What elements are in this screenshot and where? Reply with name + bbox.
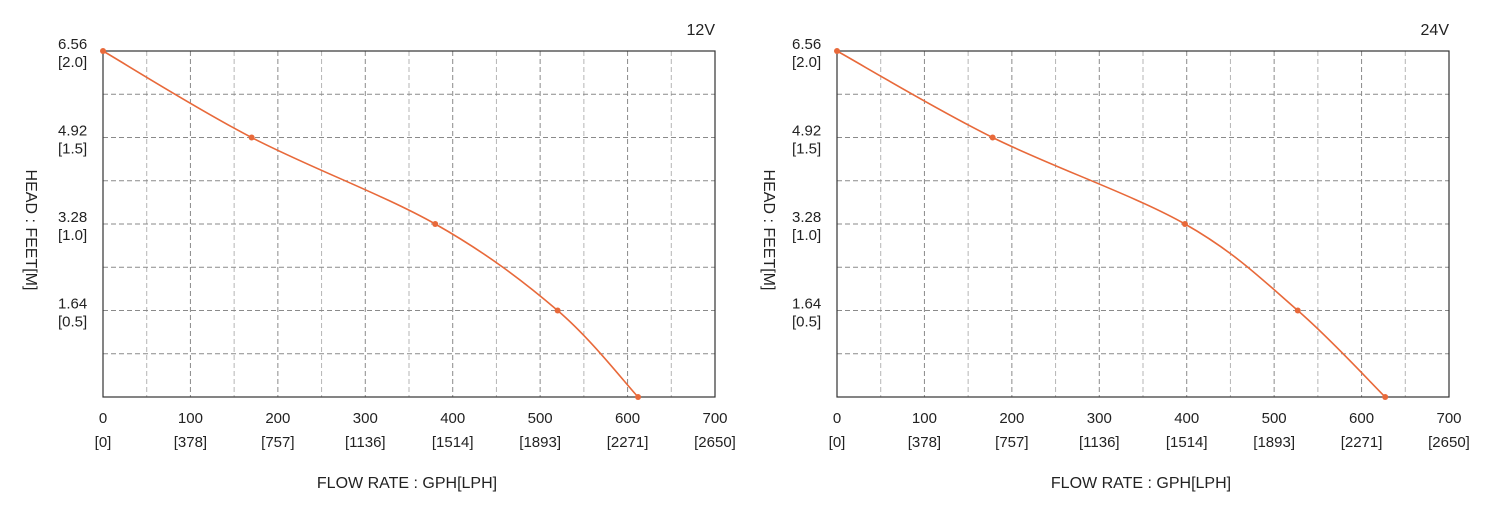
x-tick-label-lph: [1893] xyxy=(1253,434,1295,451)
y-tick-label-m: [2.0] xyxy=(58,54,87,71)
x-tick-label: 300 xyxy=(1087,410,1112,427)
data-point xyxy=(834,48,840,54)
plot-frame xyxy=(102,50,716,398)
x-tick-label: 500 xyxy=(1262,410,1287,427)
x-tick-label-lph: [1893] xyxy=(519,434,561,451)
x-tick-label-lph: [378] xyxy=(908,434,941,451)
x-tick-label: 0 xyxy=(99,410,107,427)
y-tick-label-m: [1.5] xyxy=(792,141,821,158)
x-tick-label-lph: [757] xyxy=(995,434,1028,451)
x-tick-label: 700 xyxy=(702,410,727,427)
performance-curve xyxy=(836,50,1386,398)
x-tick-label: 700 xyxy=(1436,410,1461,427)
data-point xyxy=(248,134,255,141)
y-tick-label-m: [2.0] xyxy=(792,54,821,71)
x-tick-label: 600 xyxy=(615,410,640,427)
y-tick-label-m: [1.5] xyxy=(58,141,87,158)
x-tick-label: 300 xyxy=(353,410,378,427)
x-tick-label: 500 xyxy=(528,410,553,427)
data-point xyxy=(1181,221,1188,227)
y-tick-label-m: [0.5] xyxy=(58,314,87,331)
y-tick-label: 1.64 xyxy=(792,296,821,313)
y-tick-label: 3.28 xyxy=(58,209,87,226)
performance-curve xyxy=(102,50,639,398)
data-point xyxy=(989,134,996,141)
chart-title: 24V xyxy=(1421,22,1450,39)
y-tick-label: 4.92 xyxy=(58,123,87,140)
x-tick-label-lph: [378] xyxy=(174,434,207,451)
chart-title: 12V xyxy=(687,22,716,39)
plot-frame xyxy=(836,50,1450,398)
x-tick-label: 100 xyxy=(178,410,203,427)
x-tick-label-lph: [2650] xyxy=(694,434,736,451)
x-tick-label: 400 xyxy=(440,410,465,427)
data-point xyxy=(1382,394,1389,400)
data-point xyxy=(100,48,106,54)
y-axis-title: HEAD : FEET[M] xyxy=(760,170,777,291)
x-axis-title: FLOW RATE : GPH[LPH] xyxy=(317,475,497,492)
y-axis-title: HEAD : FEET[M] xyxy=(22,170,39,291)
y-tick-label: 6.56 xyxy=(792,36,821,53)
y-tick-label-m: [1.0] xyxy=(58,227,87,244)
x-tick-label-lph: [2271] xyxy=(607,434,649,451)
x-tick-label-lph: [1514] xyxy=(432,434,474,451)
x-tick-label-lph: [757] xyxy=(261,434,294,451)
y-tick-label-m: [1.0] xyxy=(792,227,821,244)
y-tick-label: 4.92 xyxy=(792,123,821,140)
y-tick-label: 6.56 xyxy=(58,36,87,53)
chart-0: 0 [0] 100 [378] 200 [757] 300 [1136] 400 [1514] 50… xyxy=(22,22,736,492)
data-point xyxy=(432,221,439,227)
x-tick-label-lph: [2271] xyxy=(1341,434,1383,451)
x-tick-label-lph: [1136] xyxy=(1079,434,1120,451)
y-tick-label-m: [0.5] xyxy=(792,314,821,331)
x-tick-label: 100 xyxy=(912,410,937,427)
x-tick-label-lph: [2650] xyxy=(1428,434,1470,451)
x-tick-label-lph: [1514] xyxy=(1166,434,1208,451)
x-tick-label: 400 xyxy=(1174,410,1199,427)
x-tick-label-lph: [0] xyxy=(95,434,112,451)
x-tick-label-lph: [0] xyxy=(829,434,846,451)
data-point xyxy=(635,394,642,400)
y-tick-label: 1.64 xyxy=(58,296,87,313)
x-tick-label: 600 xyxy=(1349,410,1374,427)
x-tick-label: 200 xyxy=(265,410,290,427)
data-point xyxy=(554,307,561,314)
chart-1: 0 [0] 100 [378] 200 [757] 300 [1136] 400 [1514] 50… xyxy=(760,22,1470,492)
x-tick-label: 200 xyxy=(999,410,1024,427)
x-axis-title: FLOW RATE : GPH[LPH] xyxy=(1051,475,1231,492)
data-point xyxy=(1294,307,1301,314)
x-tick-label: 0 xyxy=(833,410,841,427)
x-tick-label-lph: [1136] xyxy=(345,434,386,451)
y-tick-label: 3.28 xyxy=(792,209,821,226)
